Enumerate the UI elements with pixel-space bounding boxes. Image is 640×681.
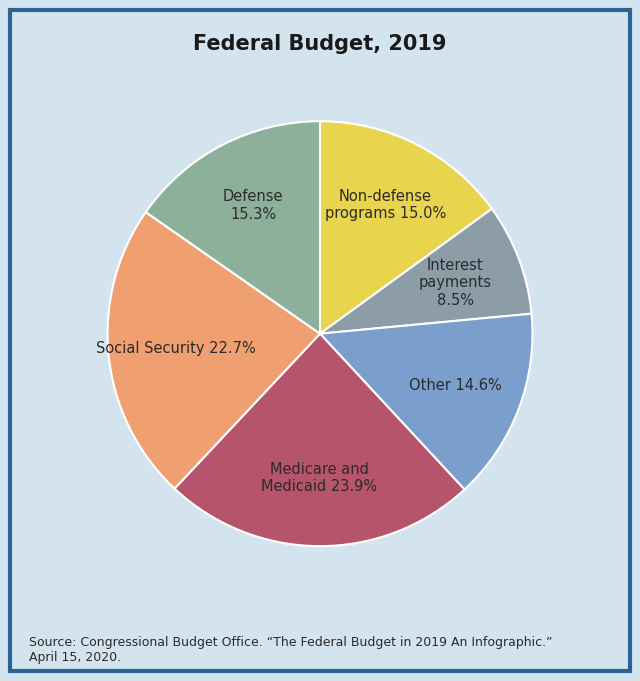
Wedge shape <box>320 314 532 490</box>
Wedge shape <box>175 334 465 546</box>
Text: Federal Budget, 2019: Federal Budget, 2019 <box>193 34 447 54</box>
Text: Source: Congressional Budget Office. “The Federal Budget in 2019 An Infographic.: Source: Congressional Budget Office. “Th… <box>29 636 552 664</box>
Text: Medicare and
Medicaid 23.9%: Medicare and Medicaid 23.9% <box>262 462 378 494</box>
Wedge shape <box>146 121 320 334</box>
Wedge shape <box>320 209 532 334</box>
Text: Interest
payments
8.5%: Interest payments 8.5% <box>419 257 492 308</box>
Text: Defense
15.3%: Defense 15.3% <box>223 189 284 222</box>
Wedge shape <box>320 121 492 334</box>
Text: Social Security 22.7%: Social Security 22.7% <box>97 341 256 356</box>
Wedge shape <box>108 212 320 488</box>
Text: Other 14.6%: Other 14.6% <box>408 378 501 393</box>
Text: Non-defense
programs 15.0%: Non-defense programs 15.0% <box>325 189 446 221</box>
